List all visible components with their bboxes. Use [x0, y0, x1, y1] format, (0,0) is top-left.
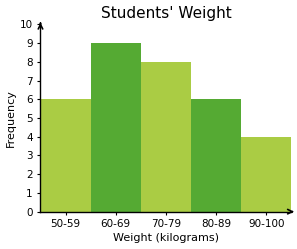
Bar — [40, 99, 91, 212]
Bar — [191, 99, 241, 212]
Bar — [91, 43, 141, 212]
Title: Students' Weight: Students' Weight — [101, 5, 231, 21]
Y-axis label: Frequency: Frequency — [6, 89, 15, 147]
X-axis label: Weight (kilograms): Weight (kilograms) — [113, 234, 219, 244]
Bar — [241, 137, 291, 212]
Bar — [141, 62, 191, 212]
